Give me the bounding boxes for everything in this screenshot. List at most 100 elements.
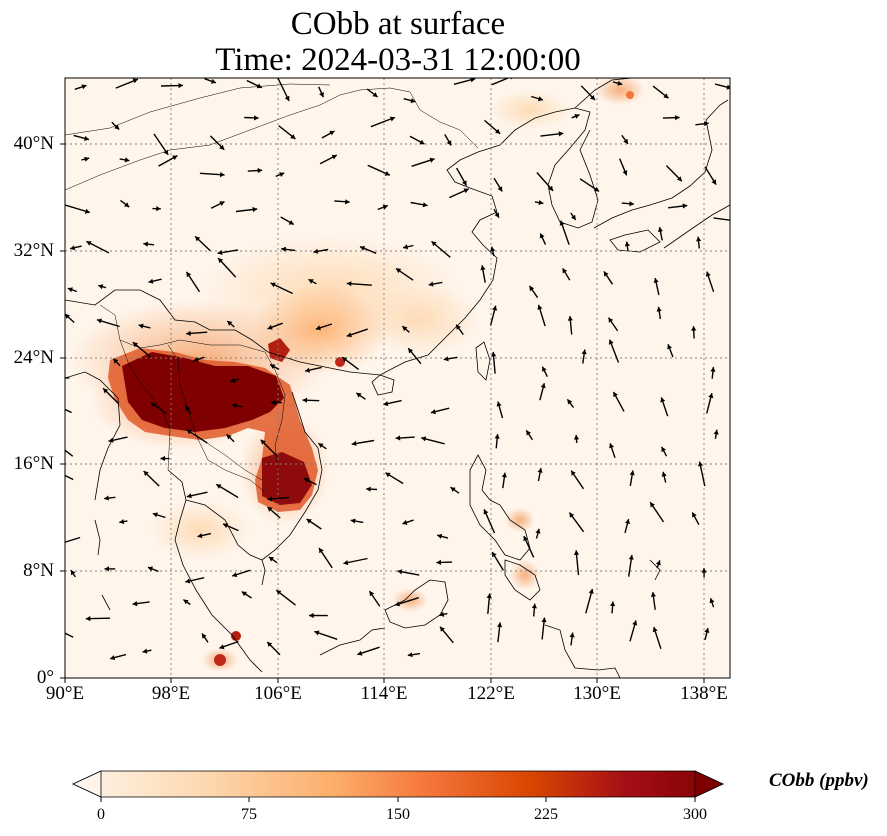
wind-arrow-head <box>537 468 543 473</box>
lat-label-8: 8°N <box>23 560 54 581</box>
wind-arrow-head <box>526 430 531 436</box>
wind-arrow-head <box>538 200 544 206</box>
wind-arrow-head <box>342 357 348 362</box>
wind-arrow-head <box>104 566 109 572</box>
wind-arrow-head <box>114 124 120 130</box>
wind-vectors <box>48 78 739 661</box>
wind-arrow-head <box>152 512 158 518</box>
wind-arrow-head <box>663 93 669 99</box>
wind-arrow-shaft <box>713 217 730 221</box>
wind-arrow-head <box>314 630 320 636</box>
wind-arrow-head <box>494 212 499 218</box>
wind-arrow-head <box>675 115 680 121</box>
wind-arrow-head <box>186 493 192 499</box>
wind-arrow-head <box>257 167 263 174</box>
lon-label-90: 90°E <box>45 683 85 704</box>
wind-arrow-head <box>588 588 594 594</box>
wind-arrow-head <box>734 218 739 223</box>
wind-arrow-head <box>227 321 233 326</box>
wind-arrow-head <box>84 156 90 162</box>
wind-arrow-head <box>421 436 427 442</box>
colorbar-tick-225: 225 <box>534 806 558 823</box>
wind-arrow-head <box>661 446 666 452</box>
wind-arrow-head <box>65 314 70 319</box>
wind-arrow-head <box>419 139 425 145</box>
wind-arrow-head <box>356 392 362 398</box>
wind-arrow-head <box>558 131 564 137</box>
wind-arrow-head <box>708 393 714 399</box>
wind-arrow-head <box>569 632 575 638</box>
wind-arrow-head <box>218 258 224 264</box>
wind-arrow-head <box>682 203 688 209</box>
wind-arrow-head <box>617 80 623 86</box>
wind-arrow-shaft <box>491 78 511 86</box>
wind-arrow-head <box>571 470 576 476</box>
wind-arrow-head <box>70 570 76 576</box>
wind-arrow-head <box>217 250 223 256</box>
lat-label-40: 40°N <box>13 133 54 154</box>
wind-arrow-head <box>67 287 73 293</box>
wind-arrow-head <box>480 265 486 271</box>
wind-arrow-head <box>410 98 416 104</box>
wind-arrow-head <box>567 316 573 321</box>
wind-arrow-head <box>178 83 183 89</box>
wind-arrow-head <box>201 633 207 639</box>
wind-arrow-head <box>593 186 600 192</box>
wind-arrow-head <box>210 78 216 84</box>
wind-arrow-head <box>422 202 428 208</box>
wind-arrow-head <box>315 325 321 331</box>
wind-arrow-head <box>305 367 310 373</box>
wind-arrow-head <box>345 199 350 205</box>
wind-arrow-head <box>160 455 165 462</box>
wind-arrow-head <box>252 206 258 213</box>
wind-arrow-head <box>383 401 389 407</box>
wind-arrow-head <box>402 519 408 525</box>
gridlines <box>65 78 730 678</box>
wind-arrow-head <box>185 578 191 584</box>
lon-label-106: 106°E <box>254 683 302 704</box>
wind-arrow-head <box>351 440 357 446</box>
wind-arrow-head <box>613 391 618 398</box>
wind-arrow-head <box>219 201 225 206</box>
wind-arrow-head <box>692 512 697 518</box>
wind-arrow-head <box>270 282 276 288</box>
wind-arrow-head <box>650 592 656 597</box>
wind-arrow-head <box>537 304 543 310</box>
wind-arrow-head <box>384 171 390 176</box>
wind-arrow-head <box>372 92 378 97</box>
wind-arrow-head <box>268 556 274 562</box>
wind-arrow-head <box>559 220 565 226</box>
map-title: CObb at surface <box>290 6 506 42</box>
wind-arrow-head <box>382 204 388 210</box>
wind-arrow-head <box>439 611 445 617</box>
wind-arrow-head <box>701 568 707 573</box>
wind-arrow-head <box>629 470 635 476</box>
colorbar-tick-300: 300 <box>683 806 707 823</box>
wind-arrow-head <box>103 388 109 394</box>
wind-arrow-head <box>58 541 63 546</box>
wind-arrow-head <box>302 397 308 403</box>
wind-arrow-head <box>84 135 89 141</box>
wind-arrow-head <box>653 278 659 283</box>
wind-arrow-head <box>231 403 237 409</box>
wind-arrow-head <box>548 185 554 191</box>
wind-arrow-head <box>98 284 104 290</box>
wind-arrow-head <box>667 344 672 350</box>
wind-arrow-head <box>267 642 273 647</box>
wind-arrow-head <box>124 157 130 163</box>
wind-arrow-head <box>431 241 437 247</box>
wind-arrow-head <box>443 356 449 362</box>
wind-arrow-head <box>628 555 634 560</box>
wind-arrow-head <box>696 236 702 242</box>
wind-arrow-head <box>726 84 730 90</box>
wind-arrow-head <box>430 409 436 415</box>
wind-arrow-head <box>48 376 53 381</box>
wind-arrow-head <box>541 617 547 623</box>
wind-arrow-head <box>172 155 178 161</box>
wind-arrow-head <box>407 652 413 658</box>
wind-arrow-head <box>569 512 575 518</box>
wind-arrow-head <box>537 96 543 102</box>
wind-arrow-head <box>497 622 503 628</box>
wind-arrow-head <box>183 599 189 605</box>
